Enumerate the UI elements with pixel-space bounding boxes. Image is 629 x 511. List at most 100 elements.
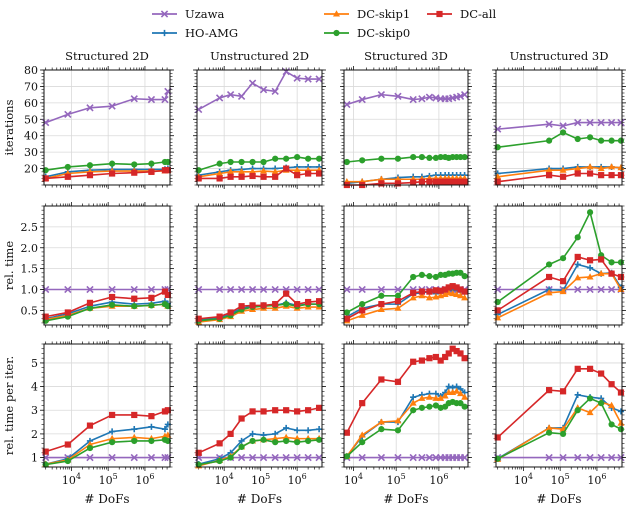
data-point xyxy=(195,449,202,456)
data-point xyxy=(358,285,366,294)
legend-label: DC-all xyxy=(460,7,496,21)
data-point xyxy=(283,424,290,432)
y-tick-label: 40 xyxy=(24,130,38,143)
series-dc-skip0 xyxy=(42,301,171,324)
data-point xyxy=(461,273,468,280)
data-point xyxy=(441,392,449,399)
data-point xyxy=(598,400,605,407)
data-point xyxy=(586,273,594,280)
data-point xyxy=(432,353,439,361)
panel-frame xyxy=(343,69,469,186)
data-point xyxy=(426,355,433,362)
legend-item: Uzawa xyxy=(152,7,224,21)
data-point xyxy=(598,172,605,179)
data-point xyxy=(377,453,386,462)
series-uzawa xyxy=(42,285,172,294)
data-point xyxy=(109,301,116,309)
data-point xyxy=(294,172,301,179)
data-point xyxy=(457,400,464,407)
data-point xyxy=(457,350,464,357)
data-point xyxy=(394,292,402,299)
data-point xyxy=(226,90,235,99)
data-point xyxy=(260,302,267,309)
data-point xyxy=(64,285,72,294)
y-axis-label: rel. time xyxy=(2,241,16,290)
data-point xyxy=(394,378,402,385)
data-point xyxy=(108,285,116,294)
y-tick-label: 70 xyxy=(24,80,38,93)
panel xyxy=(340,66,472,189)
series-dc-all xyxy=(343,283,468,322)
data-point xyxy=(608,172,615,179)
data-point xyxy=(409,453,417,462)
data-point xyxy=(608,259,615,266)
data-point xyxy=(574,453,582,462)
data-point xyxy=(164,291,171,299)
data-point xyxy=(545,137,553,144)
series-line xyxy=(497,256,622,312)
legend-marker xyxy=(160,10,169,18)
data-point xyxy=(394,427,402,434)
data-point xyxy=(586,209,594,216)
data-point xyxy=(238,303,245,310)
data-point xyxy=(494,307,501,314)
data-point xyxy=(305,170,312,177)
data-point xyxy=(449,345,456,352)
data-point xyxy=(260,167,268,174)
y-axis-label: iterations xyxy=(2,99,16,155)
data-point xyxy=(86,299,94,306)
legend-label: DC-skip1 xyxy=(357,7,410,21)
data-point xyxy=(437,153,444,161)
data-point xyxy=(586,285,594,294)
data-point xyxy=(394,92,402,100)
data-point xyxy=(358,95,366,104)
data-point xyxy=(109,170,116,177)
data-point xyxy=(216,440,223,447)
data-point xyxy=(457,178,464,185)
data-point xyxy=(607,285,616,294)
data-point xyxy=(42,448,49,455)
x-tick-label: 106 xyxy=(288,472,307,487)
data-point xyxy=(586,395,594,402)
data-point xyxy=(418,178,426,185)
data-point xyxy=(108,434,116,442)
series-dc-skip0 xyxy=(494,129,625,151)
data-point xyxy=(260,158,267,166)
data-point xyxy=(574,407,581,414)
data-point xyxy=(559,453,567,462)
data-point xyxy=(305,298,312,306)
data-point xyxy=(586,408,594,416)
data-point xyxy=(457,269,464,276)
data-point xyxy=(293,285,301,294)
data-point xyxy=(418,394,426,401)
panel-frame xyxy=(43,205,171,326)
data-point xyxy=(586,365,594,372)
data-point xyxy=(617,285,625,293)
data-point xyxy=(445,383,452,390)
data-point xyxy=(586,118,594,127)
data-point xyxy=(294,427,301,434)
panel-frame xyxy=(196,205,323,326)
data-point xyxy=(461,178,468,185)
data-point xyxy=(461,355,468,362)
data-point xyxy=(574,285,582,294)
data-point xyxy=(394,155,402,162)
data-point xyxy=(108,102,116,110)
data-point xyxy=(378,155,385,162)
data-point xyxy=(453,284,460,291)
data-point xyxy=(461,294,469,301)
data-point xyxy=(409,294,417,301)
panel: 104 105 106 # DoFs xyxy=(492,340,626,506)
data-point xyxy=(418,292,426,299)
data-point xyxy=(237,92,246,100)
data-point xyxy=(131,161,138,168)
data-point xyxy=(305,427,312,434)
data-point xyxy=(161,426,169,433)
data-point xyxy=(109,428,116,435)
data-point xyxy=(316,155,323,162)
data-point xyxy=(608,270,615,277)
data-point xyxy=(293,453,301,462)
y-tick-label: 1.0 xyxy=(21,284,39,297)
data-point xyxy=(294,153,301,161)
data-point xyxy=(617,426,625,433)
